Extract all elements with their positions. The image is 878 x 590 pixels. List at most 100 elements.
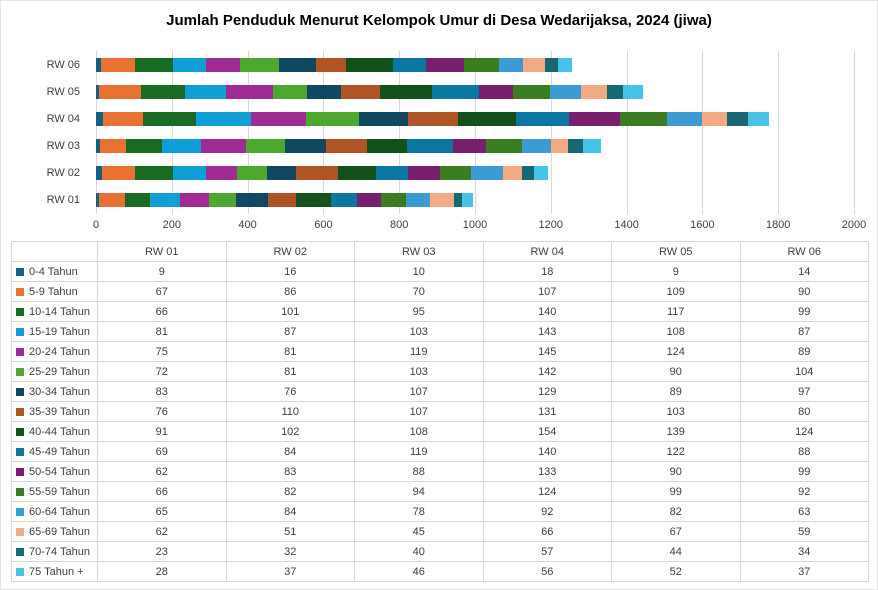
table-header-rw-04: RW 04: [482, 241, 612, 262]
bar-segment: [330, 193, 358, 208]
bar-segment: [521, 139, 552, 154]
value-cell: 81: [225, 361, 355, 382]
value-cell: 143: [482, 321, 612, 342]
row-label-cell: 70-74 Tahun: [11, 541, 98, 562]
bar-segment: [502, 166, 522, 181]
value-cell: 108: [611, 321, 741, 342]
bar-segment: [478, 84, 513, 99]
bar-segment: [463, 57, 499, 72]
bar-segment: [619, 111, 667, 126]
bar-segment: [432, 84, 479, 99]
bar-segment: [239, 57, 280, 72]
value-cell: 80: [739, 401, 869, 422]
value-cell: 84: [225, 441, 355, 462]
value-cell: 107: [354, 381, 484, 402]
bar-segment: [246, 139, 286, 154]
bar-segment: [534, 166, 549, 181]
x-axis-tick-label: 2000: [841, 219, 867, 231]
legend-swatch: [16, 267, 24, 276]
bar-segment: [96, 139, 100, 154]
value-cell: 110: [225, 401, 355, 422]
value-cell: 124: [739, 421, 869, 442]
bar-segment: [462, 193, 473, 208]
legend-swatch: [16, 387, 24, 396]
table-header-rw-03: RW 03: [354, 241, 484, 262]
value-cell: 88: [739, 441, 869, 462]
row-label-cell: 75 Tahun +: [11, 561, 98, 582]
bar-segment: [521, 166, 535, 181]
value-cell: 37: [225, 561, 355, 582]
row-label-cell: 35-39 Tahun: [11, 401, 98, 422]
age-group-label: 20-24 Tahun: [29, 345, 90, 358]
value-cell: 66: [97, 481, 227, 502]
legend-swatch: [16, 487, 24, 496]
value-cell: 89: [739, 341, 869, 362]
legend-swatch: [16, 527, 24, 536]
bar-segment: [143, 111, 197, 126]
table-row: 0-4 Tahun 9 16 10 18 9 14: [11, 261, 869, 282]
bar-segment: [623, 84, 644, 99]
value-cell: 87: [739, 321, 869, 342]
bar-segment: [551, 139, 569, 154]
y-axis-label-rw-02: RW 02: [46, 167, 80, 180]
value-cell: 14: [739, 261, 869, 282]
value-cell: 119: [354, 441, 484, 462]
age-group-label: 75 Tahun +: [29, 565, 84, 578]
bar-segment: [102, 111, 144, 126]
value-cell: 69: [97, 441, 227, 462]
value-cell: 76: [97, 401, 227, 422]
age-group-label: 65-69 Tahun: [29, 525, 90, 538]
gridline: [399, 51, 401, 214]
x-axis-tick-label: 1200: [538, 219, 564, 231]
value-cell: 34: [739, 541, 869, 562]
value-cell: 124: [482, 481, 612, 502]
legend-swatch: [16, 447, 24, 456]
table-row: 65-69 Tahun 62 51 45 66 67 59: [11, 521, 869, 542]
x-axis-tick-label: 400: [238, 219, 257, 231]
bar-segment: [326, 139, 367, 154]
x-axis-tick-label: 200: [162, 219, 181, 231]
bar-segment: [205, 166, 237, 181]
bar-segment: [457, 111, 517, 126]
table-header-row: RW 01 RW 02 RW 03 RW 04 RW 05 RW 06: [11, 241, 869, 262]
value-cell: 40: [354, 541, 484, 562]
value-cell: 18: [482, 261, 612, 282]
value-cell: 67: [611, 521, 741, 542]
value-cell: 139: [611, 421, 741, 442]
value-cell: 97: [739, 381, 869, 402]
value-cell: 117: [611, 301, 741, 322]
bar-segment: [550, 84, 582, 99]
age-group-label: 70-74 Tahun: [29, 545, 90, 558]
bar-segment: [726, 111, 749, 126]
bar-row-rw-01: [96, 187, 854, 214]
stacked-bar-rw-05: [96, 84, 854, 99]
gridline: [550, 51, 552, 214]
table-row: 15-19 Tahun 81 87 103 143 108 87: [11, 321, 869, 342]
value-cell: 131: [482, 401, 612, 422]
value-cell: 44: [611, 541, 741, 562]
value-cell: 103: [611, 401, 741, 422]
bar-row-rw-06: [96, 51, 854, 78]
bar-segment: [267, 193, 297, 208]
age-group-label: 50-54 Tahun: [29, 465, 90, 478]
table-header-rw-01: RW 01: [97, 241, 227, 262]
bar-segment: [359, 111, 409, 126]
bar-segment: [337, 166, 377, 181]
bar-segment: [99, 139, 127, 154]
legend-swatch: [16, 307, 24, 316]
gridline: [702, 51, 704, 214]
age-group-label: 35-39 Tahun: [29, 405, 90, 418]
legend-swatch: [16, 427, 24, 436]
value-cell: 92: [482, 501, 612, 522]
table-corner-cell: [11, 241, 98, 262]
value-cell: 140: [482, 301, 612, 322]
bar-segment: [101, 57, 136, 72]
bar-segment: [545, 57, 558, 72]
value-cell: 52: [611, 561, 741, 582]
value-cell: 83: [97, 381, 227, 402]
table-row: 30-34 Tahun 83 76 107 129 89 97: [11, 381, 869, 402]
bar-segment: [201, 139, 247, 154]
bar-segment: [296, 193, 331, 208]
value-cell: 82: [225, 481, 355, 502]
bar-segment: [380, 193, 406, 208]
